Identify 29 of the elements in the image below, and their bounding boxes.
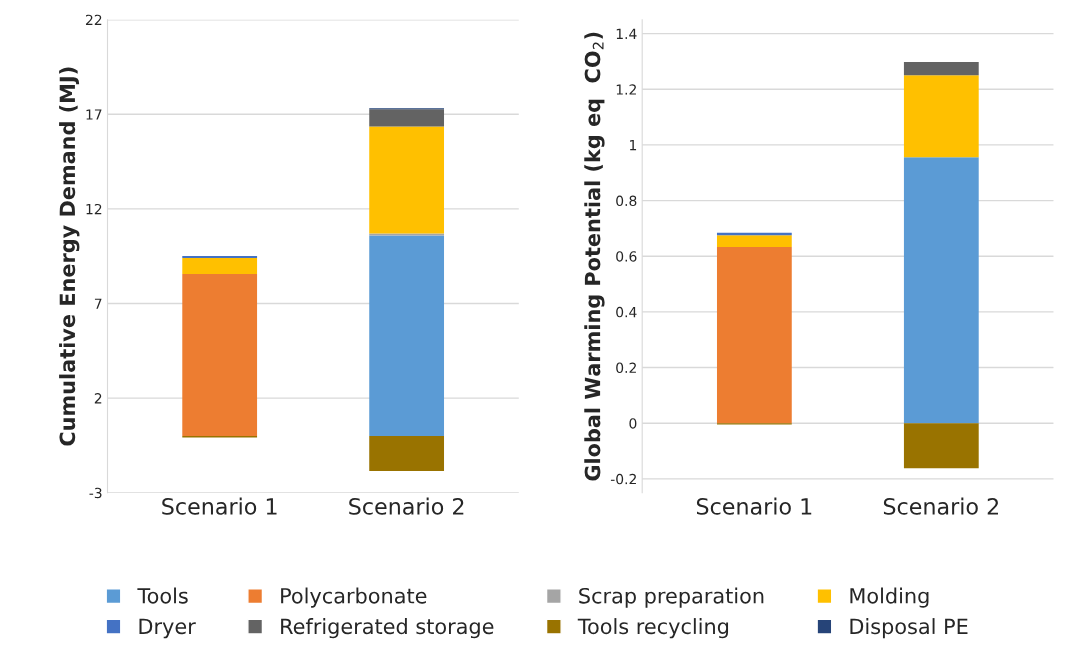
- legend-label: Disposal PE: [850, 618, 968, 639]
- y-tick-label: 0.8: [616, 195, 637, 207]
- y-tick-label: 0.6: [616, 251, 637, 262]
- y-tick-label: 7: [94, 298, 102, 309]
- y-tick-label: 2: [94, 393, 102, 404]
- legend-label: Refrigerated storage: [281, 618, 494, 639]
- legend-label: Tools recycling: [577, 618, 729, 639]
- y-tick-label: -3: [89, 487, 102, 499]
- y-tick-label: 1.4: [616, 28, 637, 39]
- legend-label: Tools: [137, 587, 188, 604]
- legend-label: Scrap preparation: [579, 587, 764, 608]
- legend-label: Molding: [850, 587, 929, 608]
- y-tick-label: 0: [629, 418, 637, 429]
- y-tick-label: 1.2: [616, 84, 636, 95]
- y-tick-label: 22: [85, 14, 102, 25]
- y-axis-title: Global Warming Potential (kg eq CO$_{2}$): [584, 32, 605, 481]
- y-tick-label: 0.4: [616, 306, 637, 318]
- legend-label: Polycarbonate: [281, 587, 427, 608]
- y-tick-label: 0.2: [616, 362, 636, 374]
- x-tick-label: Scenario 1: [696, 497, 812, 515]
- y-axis-title: Cumulative Energy Demand (MJ): [59, 67, 80, 446]
- y-tick-label: 17: [86, 109, 102, 120]
- x-tick-label: Scenario 1: [162, 497, 277, 515]
- x-tick-label: Scenario 2: [883, 497, 998, 515]
- y-tick-label: -0.2: [610, 473, 636, 485]
- y-tick-label: 12: [86, 203, 102, 215]
- x-tick-label: Scenario 2: [349, 497, 464, 515]
- legend-label: Dryer: [139, 618, 196, 639]
- y-tick-label: 1: [630, 140, 637, 151]
